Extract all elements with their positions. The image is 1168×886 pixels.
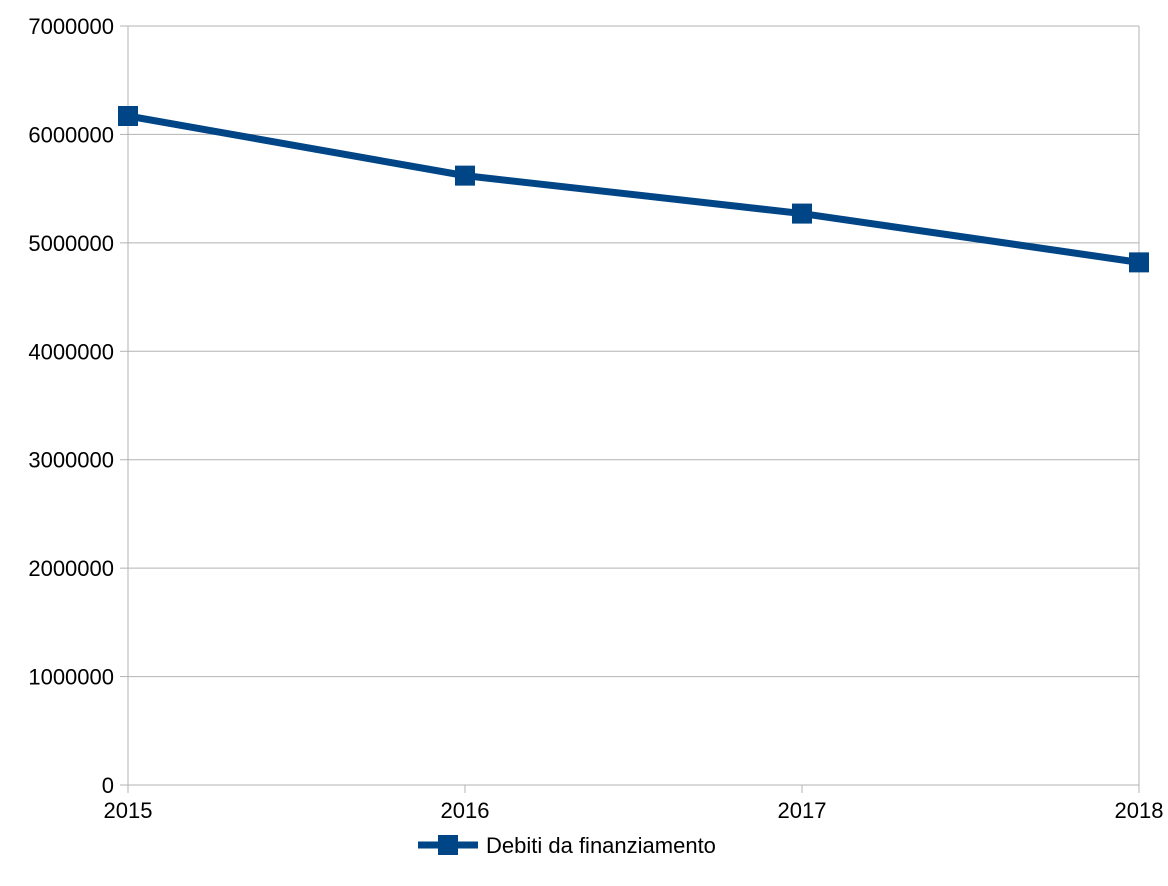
y-tick-label-5: 5000000 [28,231,114,256]
y-tick-labels: 0 1000000 2000000 3000000 4000000 5000000 6000… [28,14,114,798]
x-tick-label-2: 2017 [778,798,827,823]
y-tick-label-2: 2000000 [28,556,114,581]
legend-marker-swatch [438,835,458,855]
y-tick-label-0: 0 [102,773,114,798]
x-tick-label-1: 2016 [441,798,490,823]
data-point-2018 [1129,252,1149,273]
x-tick-label-0: 2015 [104,798,153,823]
y-tick-label-3: 3000000 [28,448,114,473]
y-tick-label-6: 6000000 [28,122,114,147]
gridlines [128,25,1140,785]
axes [120,25,1140,793]
data-point-2017 [792,203,812,224]
x-tick-label-3: 2018 [1115,798,1164,823]
series-line-1 [127,112,1140,266]
x-tick-labels: 2015 2016 2017 2018 [104,798,1164,823]
data-point-2015 [118,105,138,126]
data-point-2016 [455,165,475,186]
y-tick-label-1: 1000000 [28,665,114,690]
y-tick-label-7: 7000000 [28,14,114,39]
legend: Debiti da finanziamento [418,833,716,858]
series-lines [118,105,1149,273]
y-tick-label-4: 4000000 [28,339,114,364]
legend-label-series-1: Debiti da finanziamento [486,833,716,858]
